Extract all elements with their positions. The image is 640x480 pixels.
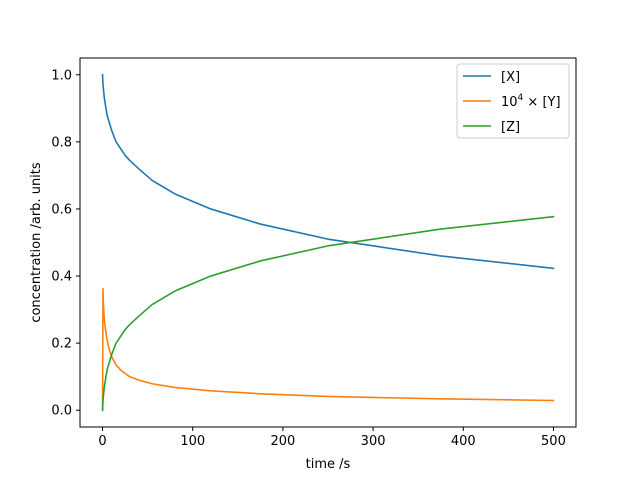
y-tick-label: 0.0 <box>51 404 72 419</box>
legend: [X] 104 × [Y] [Z] <box>456 63 570 139</box>
y-axis-label: concentration /arb. units <box>29 162 44 323</box>
y-tick-label: 0.2 <box>51 337 72 352</box>
series-line-0 <box>101 73 555 270</box>
series-line-2 <box>101 215 555 412</box>
plot-frame <box>79 57 577 428</box>
x-tick-label: 400 <box>451 434 476 449</box>
y-tick-label: 0.4 <box>51 270 72 285</box>
y-tick-label: 1.0 <box>51 68 72 83</box>
plot-lines <box>101 73 555 412</box>
x-tick-label: 200 <box>270 434 295 449</box>
x-tick-label: 0 <box>98 434 106 449</box>
x-tick-label: 100 <box>180 434 205 449</box>
legend-box <box>456 63 570 139</box>
x-axis: 0 100 200 300 400 500 <box>98 427 566 449</box>
legend-label-2: [Z] <box>501 120 520 135</box>
x-tick-label: 500 <box>541 434 566 449</box>
x-tick-label: 300 <box>361 434 386 449</box>
legend-label-0: [X] <box>501 70 520 85</box>
legend-label-1: 104 × [Y] <box>501 93 561 110</box>
x-axis-label: time /s <box>306 457 351 472</box>
y-tick-label: 0.6 <box>51 202 72 217</box>
y-tick-label: 0.8 <box>51 135 72 150</box>
y-axis: 0.0 0.2 0.4 0.6 0.8 1.0 <box>51 68 80 419</box>
series-line-1 <box>101 287 555 412</box>
